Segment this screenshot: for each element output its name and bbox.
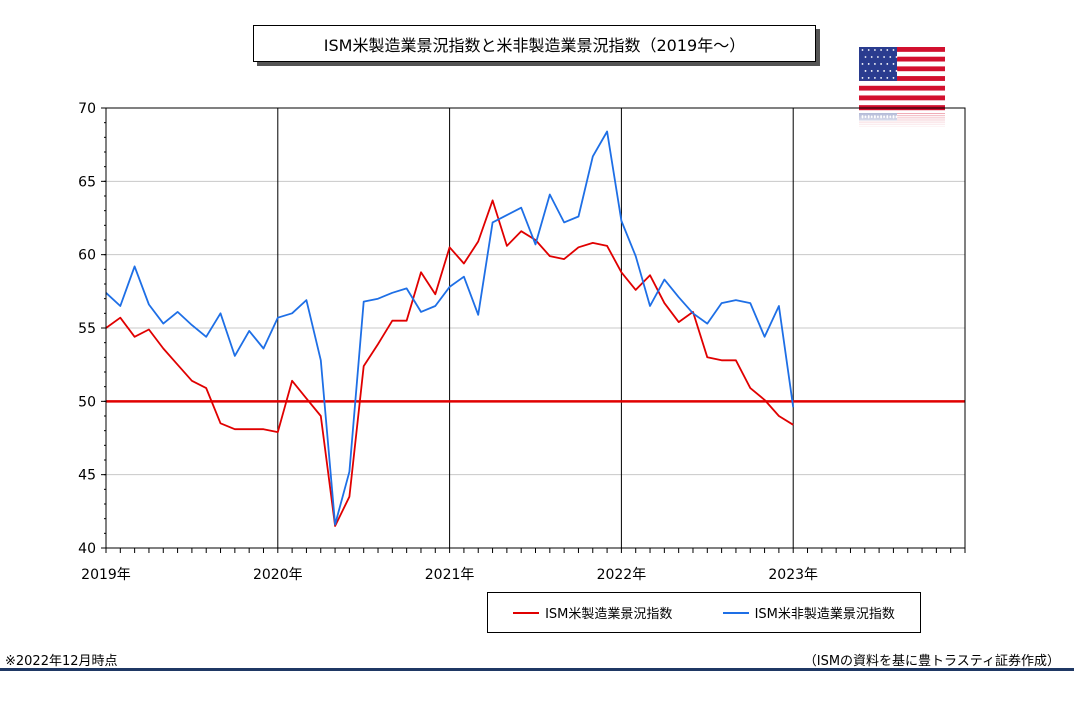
flag-star [877,56,879,58]
flag-stripe [859,61,945,67]
flag-star [864,56,867,58]
flag-star [864,70,867,72]
flag-star [874,63,876,65]
legend-label-non-manufacturing: ISM米非製造業景況指数 [754,607,895,622]
y-tick-label: 60 [78,248,96,264]
y-tick-label: 70 [78,101,96,117]
flag-star [892,63,895,65]
flag-star [867,49,870,51]
flag-stripe [859,95,945,101]
flag-stripe [859,90,945,96]
flag-stripe [859,47,945,53]
flag-star [874,77,876,79]
x-tick-label: 2020年 [253,567,303,583]
flag-canton [859,47,897,81]
y-tick-label: 55 [78,321,96,337]
flag-star [861,49,864,51]
flag-star [883,70,885,72]
series-layer [105,130,795,527]
bottom-rule [0,668,1074,671]
flag-star [892,49,895,51]
x-tick-label: 2019年 [81,567,131,583]
flag-stripe [859,51,945,57]
flag-stripe [859,71,945,77]
flag-star [870,56,873,58]
flag-star [886,49,889,51]
flag-star [877,70,879,72]
flag-star [867,63,870,65]
flag-star [867,77,870,79]
x-tick-label: 2023年 [768,567,818,583]
x-tick-label: 2022年 [597,567,647,583]
flag-star [886,63,889,65]
flag-stripe [859,85,945,91]
y-tick-label: 40 [78,541,96,557]
flag-star [889,56,892,58]
flag-star [889,70,892,72]
series-line-non-manufacturing [105,130,795,526]
legend-label-manufacturing: ISM米製造業景況指数 [545,607,673,622]
y-tick-label: 65 [78,174,96,190]
flag-star [870,70,873,72]
flag-star [883,56,885,58]
flag-star [886,77,889,79]
plot-area-border [105,107,966,549]
flag-star [861,63,864,65]
series-line-manufacturing [105,199,794,527]
chart-legend: ISM米製造業景況指数 ISM米非製造業景況指数 [487,592,921,633]
flag-star [861,77,864,79]
grid-layer [106,108,965,548]
y-tick-label: 45 [78,468,96,484]
source-note: （ISMの資料を基に豊トラスティ証券作成） [803,654,1060,669]
legend-item-non-manufacturing: ISM米非製造業景況指数 [722,603,895,622]
flag-star [880,63,882,65]
flag-star [895,70,898,72]
y-tick-label: 50 [78,394,96,410]
flag-star [892,77,895,79]
flag-stripe [859,100,945,106]
legend-swatch-manufacturing [513,611,540,614]
flag-stripe [859,80,945,86]
x-tick-label: 2021年 [425,567,475,583]
flag-star [880,77,882,79]
chart-title-text: ISM米製造業景況指数と米非製造業景況指数（2019年～） [323,35,746,55]
tick-label-layer: 40 45 50 55 60 65 70 2019年 2020年 2021年 2022年 2023年 [78,101,818,583]
flag-star [895,56,898,58]
footnote: ※2022年12月時点 [5,654,118,669]
axis-layer [101,107,966,553]
flag-stripe [859,56,945,62]
flag-star [880,49,882,51]
legend-item-manufacturing: ISM米製造業景況指数 [513,603,672,622]
flag-star [874,49,876,51]
flag-stripe [859,76,945,82]
legend-swatch-non-manufacturing [722,611,749,614]
chart-title: ISM米製造業景況指数と米非製造業景況指数（2019年～） [253,25,816,62]
flag-stripe [859,66,945,72]
